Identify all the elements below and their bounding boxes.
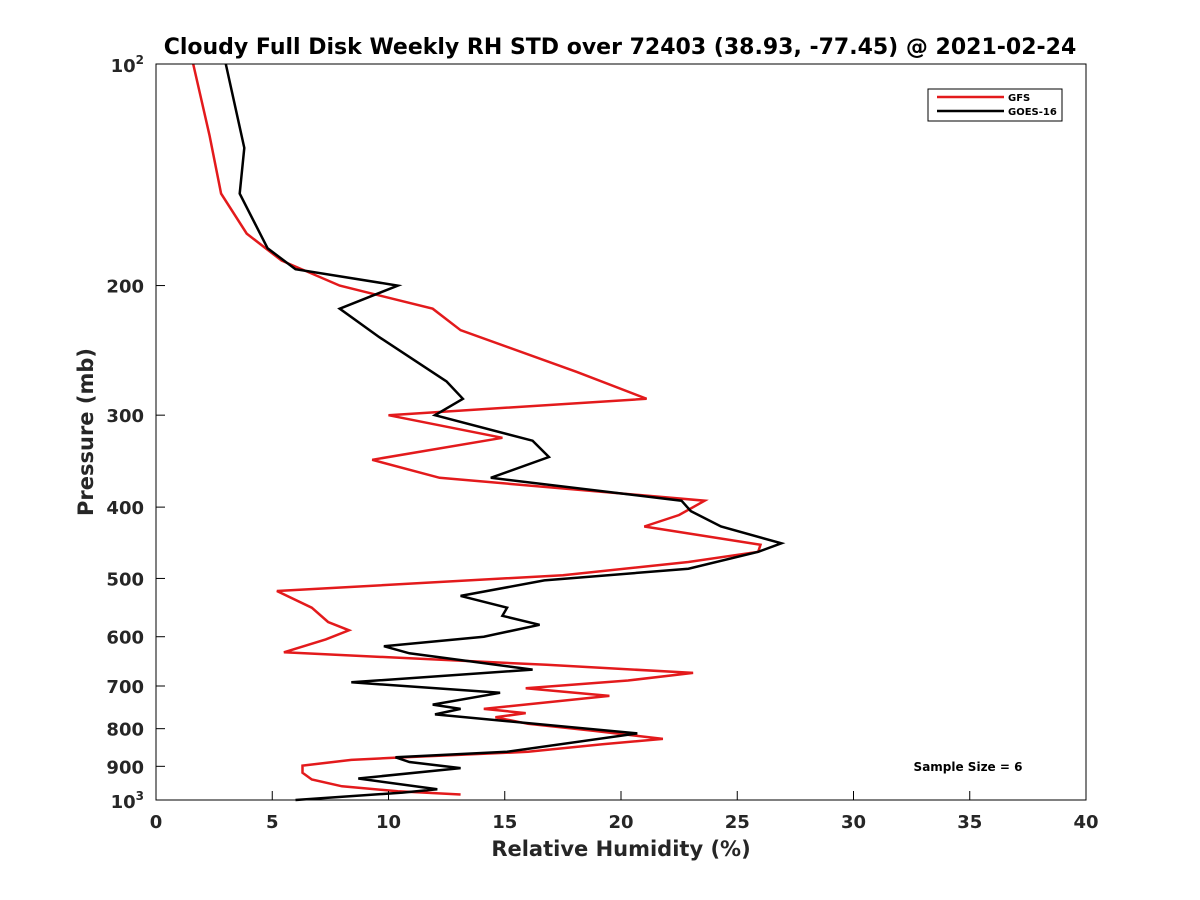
y-tick-label: 200 [106, 277, 144, 298]
y-tick-label: 400 [106, 498, 144, 519]
y-tick-label: 300 [106, 406, 144, 427]
sample-size-annotation: Sample Size = 6 [914, 760, 1023, 774]
chart-title: Cloudy Full Disk Weekly RH STD over 7240… [164, 35, 1077, 60]
legend-label-gfs: GFS [1008, 93, 1030, 104]
x-tick-label: 40 [1073, 812, 1098, 833]
x-tick-label: 30 [841, 812, 866, 833]
y-axis-label: Pressure (mb) [74, 348, 98, 516]
y-tick-label: 900 [106, 757, 144, 778]
y-tick-label: 102 [111, 53, 144, 77]
series-layer [191, 63, 786, 802]
legend: GFS GOES-16 [927, 88, 1063, 122]
x-tick-label: 15 [492, 812, 517, 833]
y-tick-label: 500 [106, 569, 144, 590]
x-tick-label: 35 [957, 812, 982, 833]
legend-box [927, 88, 1063, 122]
y-tick-label: 700 [106, 677, 144, 698]
legend-label-goes16: GOES-16 [1008, 107, 1057, 118]
x-tick-label: 20 [608, 812, 633, 833]
plot-frame [155, 63, 1087, 801]
x-tick-label: 10 [376, 812, 401, 833]
y-axis: 102 200 300 400 500 600 700 800 900 103 [106, 53, 165, 813]
x-axis: 0 5 10 15 20 25 30 35 40 [150, 791, 1099, 833]
y-tick-label: 600 [106, 628, 144, 649]
x-tick-label: 5 [266, 812, 279, 833]
series-line-goes16 [224, 63, 786, 802]
y-tick-label: 103 [111, 789, 144, 813]
x-tick-label: 25 [725, 812, 750, 833]
x-tick-label: 0 [150, 812, 163, 833]
y-tick-label: 800 [106, 720, 144, 741]
x-axis-label: Relative Humidity (%) [491, 837, 750, 861]
series-line-gfs [191, 63, 763, 796]
